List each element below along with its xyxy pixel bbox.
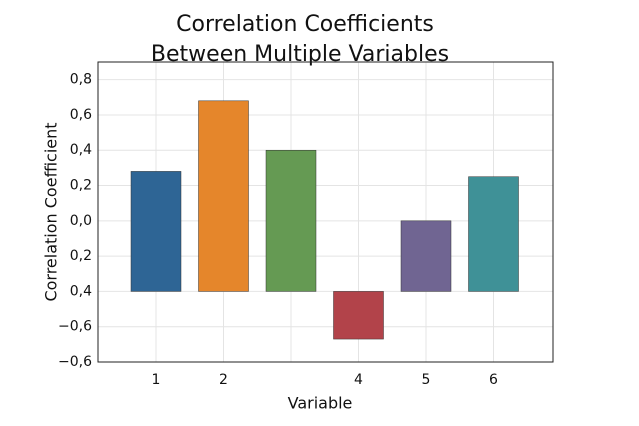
y-tick-label: 0,6 [70,107,92,123]
bar [400,220,452,292]
bar [265,149,317,292]
chart-title: Correlation Coefficients [176,12,434,37]
bar [130,171,182,292]
y-axis-label: Correlation Coefficient [42,122,61,301]
x-tick-label: 6 [489,372,498,388]
y-tick-label: 0,0 [70,213,92,229]
y-tick-label: 0,2 [70,248,92,264]
plot-frame [97,61,554,363]
y-tick-label: 0,2 [70,178,92,194]
y-tick-label: 0,8 [70,72,92,88]
x-tick-label: 2 [219,372,228,388]
x-axis-label: Variable [288,394,353,413]
x-tick-label: 4 [354,372,363,388]
y-tick-label: −0,6 [58,354,92,370]
x-tick-label: 5 [422,372,431,388]
y-tick-label: 0,4 [70,142,92,158]
x-tick-label: 1 [152,372,161,388]
bar [333,291,384,340]
y-tick-label: 0,4 [70,283,92,299]
y-tick-label: −0,6 [58,319,92,335]
chart-subtitle: Between Multiple Variables [151,42,449,67]
bar [468,176,519,292]
bar [198,100,249,292]
